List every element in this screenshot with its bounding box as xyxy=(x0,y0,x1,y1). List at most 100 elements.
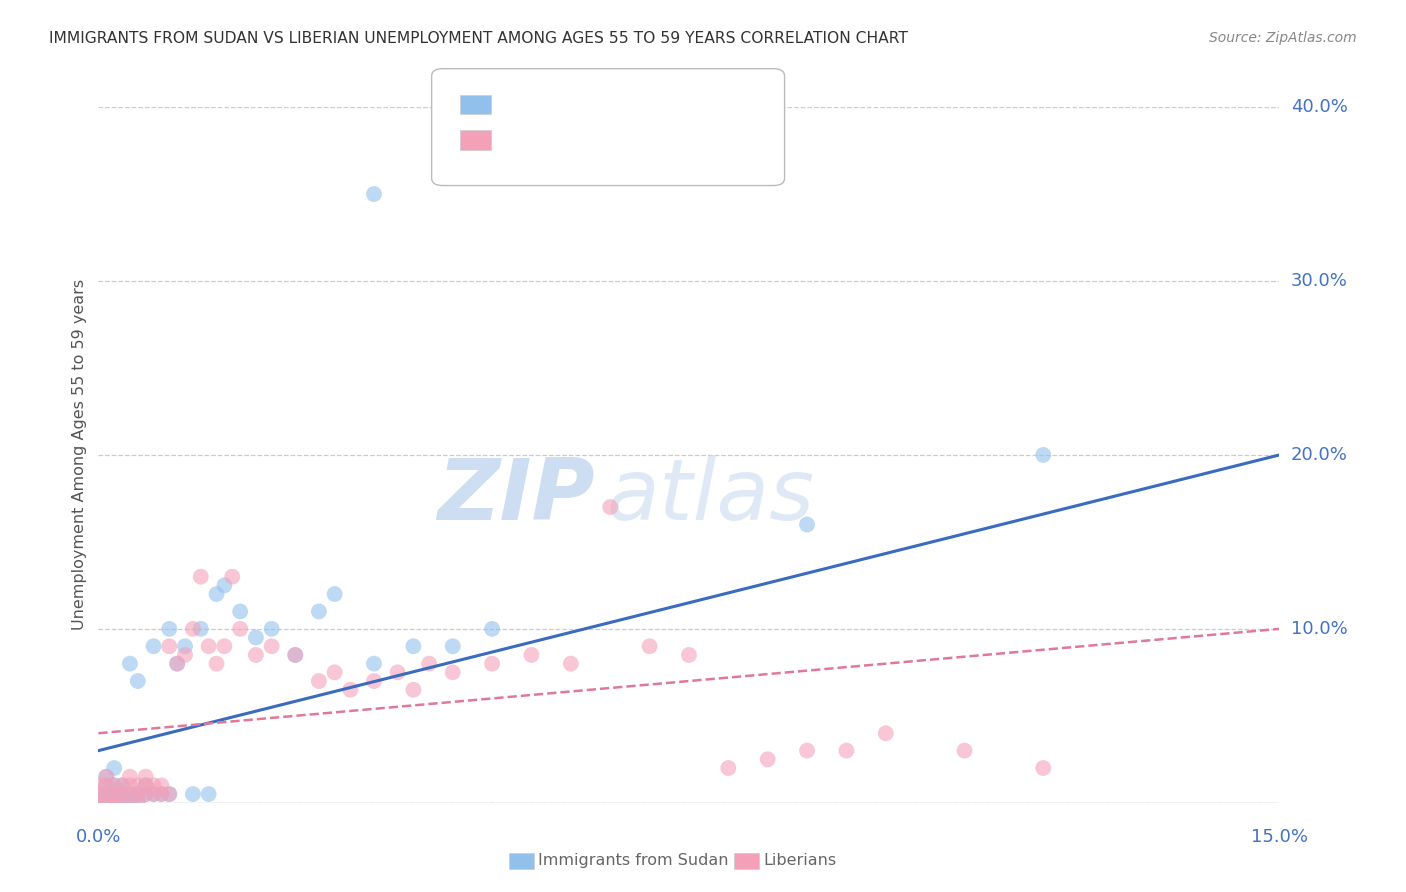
Y-axis label: Unemployment Among Ages 55 to 59 years: Unemployment Among Ages 55 to 59 years xyxy=(72,279,87,631)
Point xyxy=(308,674,330,689)
Point xyxy=(111,796,134,810)
Point xyxy=(96,787,118,801)
Point xyxy=(756,752,779,766)
Point xyxy=(229,622,252,636)
Point xyxy=(323,665,346,680)
Text: R =: R = xyxy=(499,131,537,149)
Point xyxy=(441,639,464,653)
Point xyxy=(103,796,125,810)
Point xyxy=(796,517,818,532)
Text: IMMIGRANTS FROM SUDAN VS LIBERIAN UNEMPLOYMENT AMONG AGES 55 TO 59 YEARS CORRELA: IMMIGRANTS FROM SUDAN VS LIBERIAN UNEMPL… xyxy=(49,31,908,46)
Text: 0.0%: 0.0% xyxy=(76,828,121,846)
Point xyxy=(118,787,141,801)
Point xyxy=(150,787,173,801)
Point xyxy=(96,796,118,810)
Text: R =: R = xyxy=(499,95,537,113)
Point xyxy=(402,639,425,653)
Point xyxy=(127,778,149,792)
Point xyxy=(260,622,283,636)
Point xyxy=(142,787,165,801)
Text: 46: 46 xyxy=(630,95,655,113)
Point xyxy=(260,639,283,653)
Point xyxy=(118,778,141,792)
Point xyxy=(599,500,621,514)
Point xyxy=(142,639,165,653)
Point xyxy=(135,778,157,792)
Text: atlas: atlas xyxy=(606,455,814,538)
Point xyxy=(418,657,440,671)
Point xyxy=(157,787,180,801)
Point xyxy=(638,639,661,653)
Point xyxy=(308,605,330,619)
Point xyxy=(875,726,897,740)
Text: Source: ZipAtlas.com: Source: ZipAtlas.com xyxy=(1209,31,1357,45)
Point xyxy=(103,787,125,801)
Point xyxy=(363,674,385,689)
Text: 0.221: 0.221 xyxy=(530,131,586,149)
Point xyxy=(678,648,700,662)
Point xyxy=(197,787,219,801)
Point xyxy=(150,787,173,801)
Point xyxy=(135,787,157,801)
Point xyxy=(157,622,180,636)
Point xyxy=(481,657,503,671)
Text: 0.342: 0.342 xyxy=(530,95,586,113)
Point xyxy=(111,787,134,801)
Point xyxy=(111,778,134,792)
Point xyxy=(135,778,157,792)
Point xyxy=(96,787,118,801)
Point xyxy=(87,787,110,801)
Point xyxy=(118,770,141,784)
Point xyxy=(142,778,165,792)
Point xyxy=(190,622,212,636)
Point xyxy=(87,796,110,810)
Point xyxy=(245,648,267,662)
Point xyxy=(174,639,197,653)
Point xyxy=(157,787,180,801)
Point xyxy=(174,648,197,662)
Point xyxy=(323,587,346,601)
Point xyxy=(197,639,219,653)
Point xyxy=(127,796,149,810)
Point xyxy=(103,778,125,792)
Text: 60: 60 xyxy=(630,131,655,149)
Point xyxy=(127,674,149,689)
Point xyxy=(135,787,157,801)
Point xyxy=(127,796,149,810)
Point xyxy=(1032,761,1054,775)
Point xyxy=(118,796,141,810)
Point xyxy=(181,622,204,636)
Point xyxy=(127,787,149,801)
Point xyxy=(284,648,307,662)
Point xyxy=(96,770,118,784)
Point xyxy=(87,796,110,810)
Point xyxy=(441,665,464,680)
Text: Immigrants from Sudan: Immigrants from Sudan xyxy=(538,854,728,868)
Text: N =: N = xyxy=(602,95,641,113)
Point xyxy=(111,778,134,792)
Point xyxy=(135,770,157,784)
Point xyxy=(363,187,385,202)
Point xyxy=(142,787,165,801)
Text: ZIP: ZIP xyxy=(437,455,595,538)
Point xyxy=(229,605,252,619)
Point xyxy=(284,648,307,662)
Point xyxy=(103,787,125,801)
Point xyxy=(339,682,361,697)
Point xyxy=(118,787,141,801)
Point xyxy=(520,648,543,662)
Point xyxy=(181,787,204,801)
Point xyxy=(363,657,385,671)
Text: Liberians: Liberians xyxy=(763,854,837,868)
Point xyxy=(387,665,409,680)
Point xyxy=(402,682,425,697)
Point xyxy=(96,770,118,784)
Point xyxy=(87,778,110,792)
Point xyxy=(953,744,976,758)
Point xyxy=(96,778,118,792)
Point xyxy=(103,778,125,792)
Point xyxy=(118,657,141,671)
Point xyxy=(103,761,125,775)
Point xyxy=(166,657,188,671)
Point xyxy=(111,787,134,801)
